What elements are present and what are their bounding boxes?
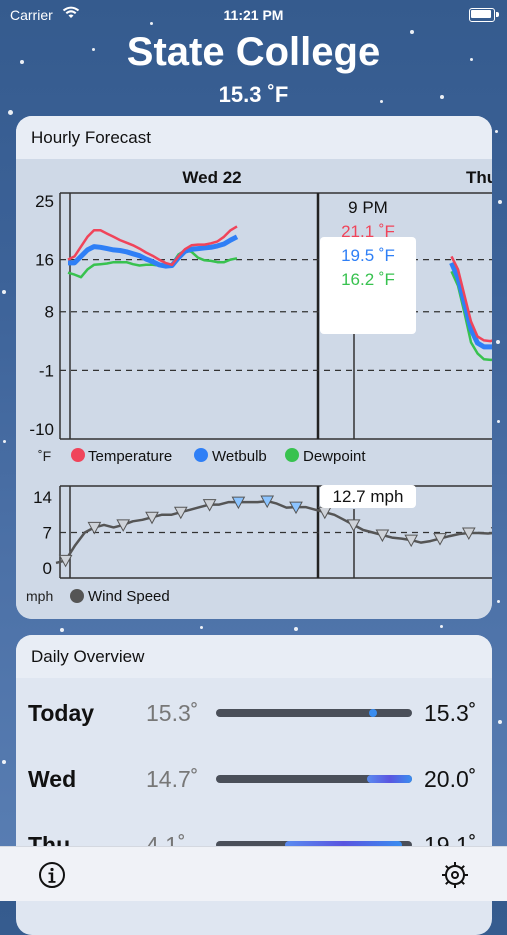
legend-wetbulb-label: Wetbulb <box>212 448 267 465</box>
day-label-thu: Thu <box>466 168 492 187</box>
daily-high-temp: 20.0˚ <box>424 766 476 793</box>
info-icon[interactable] <box>38 861 66 889</box>
bottom-toolbar <box>0 846 507 901</box>
wind-tick-label: 7 <box>43 524 52 543</box>
daily-low-temp: 14.7˚ <box>146 766 216 793</box>
daily-low-temp: 15.3˚ <box>146 700 216 727</box>
wind-tick-label: 14 <box>33 488 52 507</box>
temp-unit-label: ˚F <box>38 448 51 464</box>
city-title: State College <box>0 30 507 75</box>
status-bar: Carrier 11:21 PM <box>0 0 507 30</box>
battery-icon <box>469 8 495 22</box>
hourly-forecast-title: Hourly Forecast <box>16 116 492 159</box>
daily-range-fill <box>369 709 377 717</box>
hourly-chart[interactable]: Wed 22 Thu 25 16 8 -1 -10 9 PM 21.1 ˚F 19.5 … <box>16 159 492 619</box>
legend-dewpoint-dot <box>285 448 299 462</box>
temp-tick-label: -1 <box>39 361 54 380</box>
daily-range-bar <box>216 775 412 783</box>
wind-tick-label: 0 <box>43 559 52 578</box>
legend-wind-label: Wind Speed <box>88 588 170 605</box>
legend-dewpoint-label: Dewpoint <box>303 448 366 465</box>
daily-day-name: Wed <box>28 766 146 793</box>
wind-unit-label: mph <box>26 588 53 604</box>
daily-high-temp: 15.3˚ <box>424 700 476 727</box>
series-line-wetbulb <box>452 263 493 347</box>
legend-temperature-dot <box>71 448 85 462</box>
temp-tick-label: -10 <box>29 420 54 439</box>
tooltip-temperature: 21.1 ˚F <box>341 222 395 241</box>
tooltip-dewpoint: 16.2 ˚F <box>341 270 395 289</box>
wind-tooltip-value: 12.7 mph <box>333 487 404 506</box>
daily-range-bar <box>216 709 412 717</box>
hourly-forecast-card: Hourly Forecast Wed 22 Thu 25 16 8 -1 -10 9 … <box>16 116 492 619</box>
day-label-wed: Wed 22 <box>182 168 241 187</box>
daily-day-name: Today <box>28 700 146 727</box>
wind-direction-marker <box>88 522 100 533</box>
legend-wetbulb-dot <box>194 448 208 462</box>
tooltip-wetbulb: 19.5 ˚F <box>341 246 395 265</box>
current-temperature: 15.3 ˚F <box>0 82 507 108</box>
daily-overview-title: Daily Overview <box>16 635 492 678</box>
hourly-chart-area[interactable]: Wed 22 Thu 25 16 8 -1 -10 9 PM 21.1 ˚F 19.5 … <box>16 159 492 619</box>
tooltip-time: 9 PM <box>348 198 388 217</box>
daily-range-fill <box>367 775 412 783</box>
settings-gear-icon[interactable] <box>440 860 470 890</box>
wind-direction-marker <box>348 520 360 531</box>
temp-tick-label: 25 <box>35 192 54 211</box>
status-time: 11:21 PM <box>0 7 507 23</box>
temp-tick-label: 8 <box>45 303 54 322</box>
legend-wind-dot <box>70 589 84 603</box>
temp-tick-label: 16 <box>35 251 54 270</box>
legend-temperature-label: Temperature <box>88 448 172 465</box>
